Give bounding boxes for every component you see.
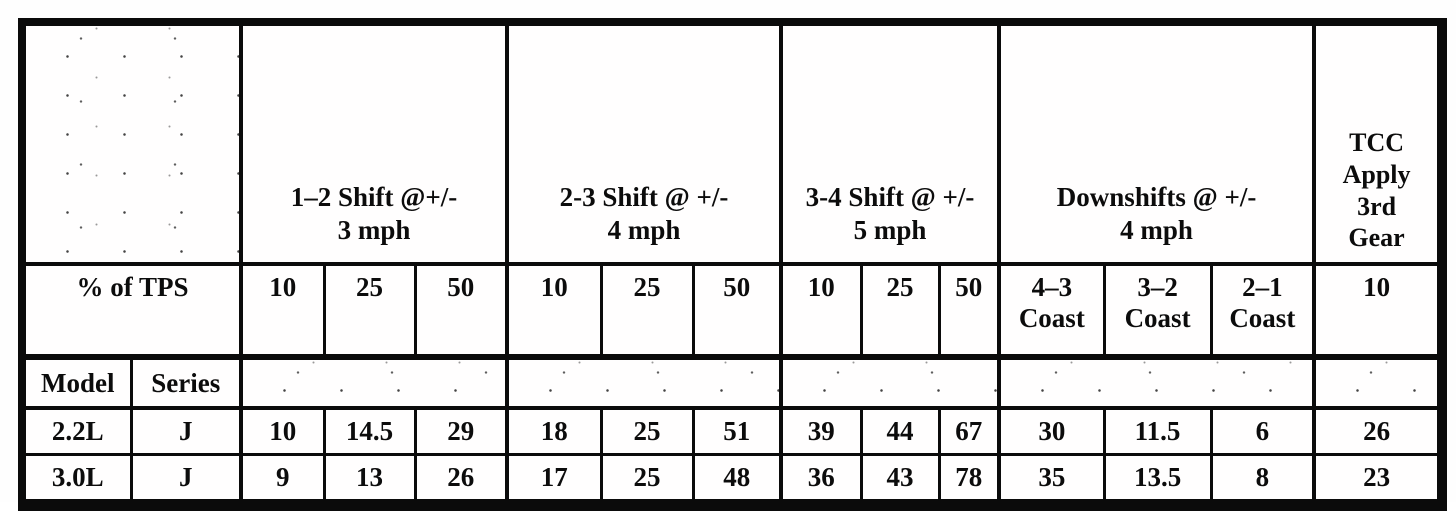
data-cell: 43	[859, 453, 941, 507]
tps-value-cell: 50	[413, 262, 509, 360]
table-row-3-0l: 3.0L J 9 13 26 17 25 48 36 43 78 35 13.5…	[20, 453, 1444, 507]
data-cell: 44	[859, 406, 941, 456]
data-cell: 17	[505, 453, 603, 507]
data-cell: 30	[997, 406, 1106, 456]
data-cell: 25	[599, 453, 695, 507]
tps-header-row: % of TPS 10 25 50 10 25 50 10 25 50 4–3 …	[20, 262, 1444, 360]
group-header-downshifts: Downshifts @ +/- 4 mph	[997, 20, 1316, 266]
model-cell: 2.2L	[20, 406, 133, 456]
tps-value-cell-tcc: 10	[1312, 262, 1444, 360]
tps-value-cell-2-1-coast: 2–1 Coast	[1209, 262, 1316, 360]
data-cell: 26	[413, 453, 509, 507]
table-corner-cell	[20, 20, 243, 266]
data-cell: 26	[1312, 406, 1444, 456]
shift-speed-table: 1–2 Shift @+/- 3 mph 2-3 Shift @ +/- 4 m…	[18, 18, 1448, 511]
tps-value-cell: 10	[779, 262, 863, 360]
data-cell: 67	[937, 406, 1001, 456]
series-cell: J	[129, 453, 243, 507]
tps-value-cell-4-3-coast: 4–3 Coast	[997, 262, 1106, 360]
group-header-1-2-shift: 1–2 Shift @+/- 3 mph	[238, 20, 509, 266]
data-cell: 25	[599, 406, 695, 456]
data-cell: 10	[239, 406, 326, 456]
model-header-cell: Model	[20, 355, 133, 410]
data-cell: 9	[239, 453, 326, 507]
data-cell: 23	[1312, 453, 1444, 507]
tps-value-cell-3-2-coast: 3–2 Coast	[1102, 262, 1213, 360]
group-header-3-4-shift: 3-4 Shift @ +/- 5 mph	[779, 20, 1001, 266]
data-cell: 11.5	[1102, 406, 1213, 456]
tps-value-cell: 25	[322, 262, 417, 360]
model-series-header-row: Model Series	[20, 355, 1444, 410]
series-cell: J	[129, 406, 243, 456]
group-header-row: 1–2 Shift @+/- 3 mph 2-3 Shift @ +/- 4 m…	[20, 20, 1444, 266]
data-cell: 48	[691, 453, 783, 507]
data-cell: 18	[505, 406, 603, 456]
data-cell: 36	[779, 453, 863, 507]
tps-value-cell: 10	[239, 262, 326, 360]
data-cell: 8	[1209, 453, 1316, 507]
group-header-tcc-apply: TCC Apply 3rd Gear	[1312, 20, 1444, 266]
empty-band-cell	[1312, 355, 1444, 410]
group-header-2-3-shift: 2-3 Shift @ +/- 4 mph	[505, 20, 783, 266]
series-header-cell: Series	[129, 355, 243, 410]
data-cell: 78	[937, 453, 1001, 507]
tps-value-cell: 25	[859, 262, 941, 360]
empty-band-cell	[505, 355, 783, 410]
table-row-2-2l: 2.2L J 10 14.5 29 18 25 51 39 44 67 30 1…	[20, 406, 1444, 456]
data-cell: 13	[322, 453, 417, 507]
tps-value-cell: 50	[937, 262, 1001, 360]
tps-label-cell: % of TPS	[20, 262, 243, 360]
data-cell: 29	[413, 406, 509, 456]
tps-value-cell: 25	[599, 262, 695, 360]
empty-band-cell	[997, 355, 1316, 410]
data-cell: 51	[691, 406, 783, 456]
tps-value-cell: 50	[691, 262, 783, 360]
data-cell: 35	[997, 453, 1106, 507]
model-cell: 3.0L	[20, 453, 133, 507]
data-cell: 6	[1209, 406, 1316, 456]
data-cell: 13.5	[1102, 453, 1213, 507]
data-cell: 14.5	[322, 406, 417, 456]
tps-value-cell: 10	[505, 262, 603, 360]
data-cell: 39	[779, 406, 863, 456]
empty-band-cell	[238, 355, 509, 410]
empty-band-cell	[779, 355, 1001, 410]
